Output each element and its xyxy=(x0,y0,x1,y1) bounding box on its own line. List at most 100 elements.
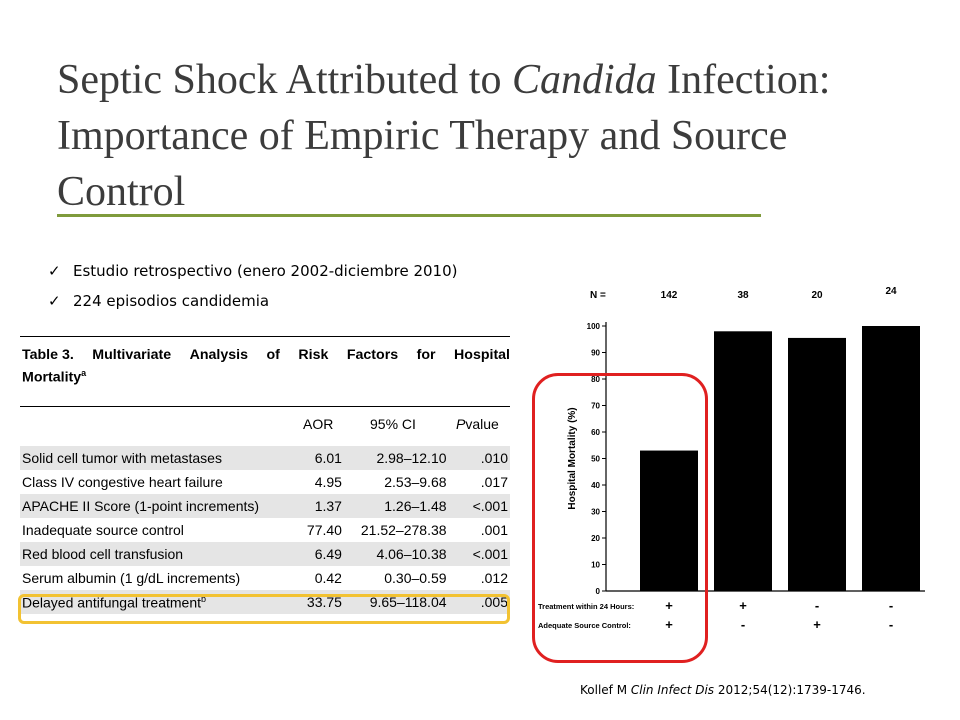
ci-cell: 21.52–278.38 xyxy=(360,522,447,538)
factor-cell: Inadequate source control xyxy=(22,522,184,538)
aor-cell: 6.01 xyxy=(297,446,342,470)
table-title-word: Hospital xyxy=(454,347,510,363)
p-value-cell: .012 xyxy=(480,570,508,586)
bar xyxy=(862,326,920,591)
y-tick-label: 40 xyxy=(591,481,600,490)
citation-journal: Clin Infect Dis xyxy=(630,683,715,697)
title-line-1: Septic Shock Attributed to Candida Infec… xyxy=(57,52,937,108)
table-header-rule xyxy=(20,406,510,407)
treatment-sign: - xyxy=(815,598,819,613)
factor-cell: Solid cell tumor with metastases xyxy=(20,446,298,470)
factor-cell: Serum albumin (1 g/dL increments) xyxy=(22,570,241,586)
n-value-label: 142 xyxy=(661,290,678,301)
table-row: Serum albumin (1 g/dL increments) 0.42 0.3… xyxy=(20,566,510,590)
column-header-p: P value xyxy=(456,416,499,432)
p-value-cell: .010 xyxy=(446,446,510,470)
n-value-label: 20 xyxy=(811,290,823,301)
factor-cell: APACHE II Score (1-point increments) xyxy=(20,494,298,518)
title-part: Infection: xyxy=(656,57,831,103)
table-title-line-2: Mortalitya xyxy=(22,364,510,387)
bar xyxy=(788,337,846,591)
bullet-text: 224 episodios candidemia xyxy=(73,292,270,310)
checkmark-icon: ✓ xyxy=(48,262,61,280)
n-label: N = xyxy=(590,290,606,301)
table-row: APACHE II Score (1-point increments) 1.37… xyxy=(20,494,510,518)
highlight-circle xyxy=(532,373,708,663)
p-value-cell: .017 xyxy=(480,474,508,490)
n-value-label: 38 xyxy=(737,290,749,301)
title-italic-part: Candida xyxy=(511,57,657,103)
ci-cell: 0.30–0.59 xyxy=(384,570,447,586)
table-title-word: Multivariate xyxy=(92,347,172,363)
source-control-sign: - xyxy=(889,617,893,632)
bullet-list: ✓ Estudio retrospectivo (enero 2002-dicie… xyxy=(48,258,457,318)
title-underline xyxy=(57,214,761,217)
ci-cell: 2.98–12.10 xyxy=(341,446,447,470)
source-control-sign: + xyxy=(813,617,821,632)
factor-cell: Class IV congestive heart failure xyxy=(22,474,223,490)
treatment-sign: + xyxy=(665,598,673,613)
table-row: Solid cell tumor with metastases 6.01 2.98… xyxy=(20,446,510,470)
slide-title: Septic Shock Attributed to Candida Infec… xyxy=(57,52,937,220)
citation-author: Kollef M xyxy=(580,683,631,697)
column-header-aor: AOR xyxy=(303,416,334,432)
citation: Kollef M Clin Infect Dis 2012;54(12):173… xyxy=(580,683,866,697)
factor-cell: Red blood cell transfusion xyxy=(20,542,298,566)
column-header-p-rest: value xyxy=(465,416,499,432)
y-tick-label: 70 xyxy=(591,402,600,411)
table-title-line-1: Table 3. Multivariate Analysis of Risk F… xyxy=(22,346,510,364)
bullet-text: Estudio retrospectivo (enero 2002-diciem… xyxy=(73,262,458,280)
y-tick-label: 10 xyxy=(591,561,600,570)
table-title: Table 3. Multivariate Analysis of Risk F… xyxy=(22,346,510,387)
source-control-sign: - xyxy=(741,617,745,632)
n-value-label: 24 xyxy=(885,286,897,297)
y-tick-label: 30 xyxy=(591,508,600,517)
p-value-cell: .001 xyxy=(480,522,508,538)
table-title-word: of xyxy=(266,347,280,363)
ci-cell: 4.06–10.38 xyxy=(341,542,447,566)
footnote-marker: b xyxy=(201,593,207,604)
ci-cell: 1.26–1.48 xyxy=(341,494,447,518)
footnote-marker: a xyxy=(81,368,87,378)
aor-cell: 6.49 xyxy=(297,542,342,566)
aor-cell: 77.40 xyxy=(306,522,342,538)
highlight-box xyxy=(18,594,510,624)
treatment-sign: - xyxy=(889,598,893,613)
y-tick-label: 20 xyxy=(591,534,600,543)
p-value-cell: <.001 xyxy=(446,542,510,566)
title-part: Septic Shock Attributed to xyxy=(57,57,512,103)
table-title-word: Factors xyxy=(346,347,399,363)
table-title-word: Mortality xyxy=(22,369,82,386)
y-tick-label: 50 xyxy=(591,455,600,464)
citation-details: 2012;54(12):1739-1746. xyxy=(714,683,866,697)
column-header-p-italic: P xyxy=(456,416,466,432)
aor-cell: 1.37 xyxy=(297,494,342,518)
source-control-row-label: Adequate Source Control: xyxy=(538,621,631,630)
bullet-item: ✓ Estudio retrospectivo (enero 2002-dicie… xyxy=(48,258,457,288)
table-body: Solid cell tumor with metastases 6.01 2.98… xyxy=(20,446,510,614)
table-row: Red blood cell transfusion 6.49 4.06–10.38… xyxy=(20,542,510,566)
treatment-sign: + xyxy=(739,598,747,613)
table-row: Inadequate source control 77.40 21.52–278.… xyxy=(20,518,510,542)
mortality-bar-chart: 0 10 20 30 40 50 60 70 80 90 100 Hospital Mortality… xyxy=(538,286,925,632)
table-title-word: Risk xyxy=(298,347,329,363)
y-axis-label: Hospital Mortality (%) xyxy=(567,407,578,509)
aor-cell: 4.95 xyxy=(314,474,342,490)
bar xyxy=(640,450,698,591)
aor-cell: 0.42 xyxy=(314,570,342,586)
table-title-word: Analysis xyxy=(189,347,248,363)
p-value-cell: <.001 xyxy=(446,494,510,518)
y-tick-label: 100 xyxy=(587,322,601,331)
y-tick-label: 60 xyxy=(591,428,600,437)
table-header: AOR 95% CI P value xyxy=(20,416,510,438)
column-header-ci: 95% CI xyxy=(370,416,416,432)
source-control-sign: + xyxy=(665,617,673,632)
y-tick-label: 80 xyxy=(591,375,600,384)
table-row: Class IV congestive heart failure 4.95 2.5… xyxy=(20,470,510,494)
title-line-2: Importance of Empiric Therapy and Source xyxy=(57,113,788,159)
bar xyxy=(714,331,772,591)
y-tick-label: 90 xyxy=(591,349,600,358)
checkmark-icon: ✓ xyxy=(48,292,61,310)
table-title-word: for xyxy=(416,347,436,363)
treatment-row-label: Treatment within 24 Hours: xyxy=(538,602,634,611)
